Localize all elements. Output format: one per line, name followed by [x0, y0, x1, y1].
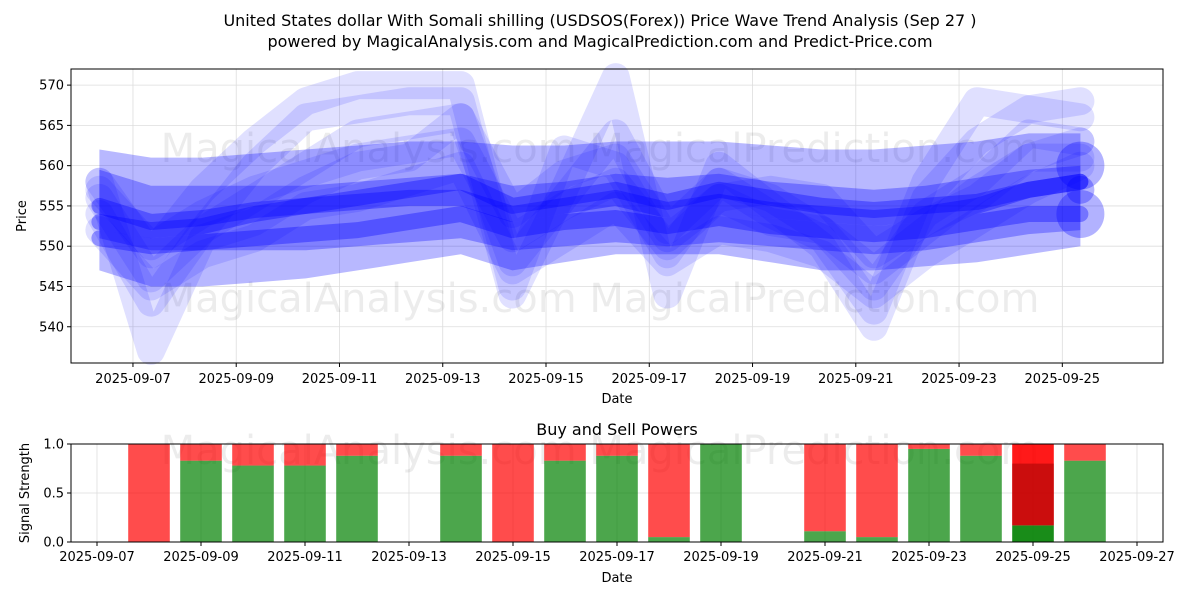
sell-bar [440, 444, 482, 456]
y-tick-label: 565 [39, 119, 64, 134]
sell-bar [804, 444, 846, 532]
x-tick-label: 2025-09-09 [198, 372, 274, 387]
x-tick-label: 2025-09-13 [405, 372, 481, 387]
price-x-axis-label: Date [601, 392, 632, 407]
wave-end-blob [1066, 175, 1095, 204]
buy-bar [284, 465, 326, 542]
buy-bar [700, 444, 742, 542]
sell-bar [1012, 444, 1054, 526]
sell-bar [960, 444, 1002, 456]
x-tick-label: 2025-09-19 [715, 372, 791, 387]
figure-title-line2: powered by MagicalAnalysis.com and Magic… [267, 32, 932, 51]
x-tick-label: 2025-09-07 [59, 550, 135, 565]
sell-bar [180, 444, 222, 461]
wave-series-line [91, 173, 1089, 239]
y-tick-label: 0.0 [43, 536, 64, 551]
sell-bar [596, 444, 638, 456]
sell-bar [856, 444, 898, 538]
sell-bar [336, 444, 378, 456]
sell-bar-overlay [1012, 463, 1054, 526]
sell-bar [908, 444, 950, 449]
x-tick-label: 2025-09-07 [95, 372, 171, 387]
price-y-ticks: 540 545 550 555 560 565 570 [39, 79, 71, 335]
sell-bar [128, 444, 170, 542]
sell-bar [648, 444, 690, 538]
y-tick-label: 0.5 [43, 487, 64, 502]
sell-bar [284, 444, 326, 466]
signal-y-axis-label: Signal Strength [18, 443, 33, 543]
figure-title-line1: United States dollar With Somali shillin… [223, 11, 976, 30]
sell-bar [544, 444, 586, 461]
wave-series-line [85, 151, 1095, 309]
y-tick-label: 550 [39, 240, 64, 255]
wave-series-line [91, 173, 1089, 230]
price-waves [85, 63, 1105, 365]
wave-band [99, 165, 1081, 255]
y-tick-label: 570 [39, 79, 64, 94]
watermark-bottom: MagicalAnalysis.com MagicalPrediction.co… [161, 276, 1040, 322]
x-tick-label: 2025-09-17 [611, 372, 687, 387]
price-chart-frame [70, 68, 1164, 364]
price-y-axis-label: Price [15, 200, 30, 232]
x-tick-label: 2025-09-15 [475, 550, 551, 565]
sell-bar [232, 444, 274, 466]
wave-end-blob [1056, 189, 1105, 238]
signal-x-ticks: 2025-09-07 2025-09-09 2025-09-11 2025-09-13… [59, 542, 1175, 565]
y-tick-label: 540 [39, 320, 64, 335]
x-tick-label: 2025-09-21 [787, 550, 863, 565]
wave-series-line [85, 103, 1095, 317]
sell-bar [1064, 444, 1106, 461]
x-tick-label: 2025-09-17 [579, 550, 655, 565]
x-tick-label: 2025-09-09 [163, 550, 239, 565]
price-chart-grid [71, 69, 1163, 363]
price-chart-plot-area [71, 69, 1163, 363]
y-tick-label: 1.0 [43, 438, 64, 453]
x-tick-label: 2025-09-23 [921, 372, 997, 387]
wave-series-line [85, 103, 1095, 365]
y-tick-label: 545 [39, 280, 64, 295]
price-x-ticks: 2025-09-07 2025-09-09 2025-09-11 2025-09-13… [95, 363, 1100, 387]
buy-bar [960, 455, 1002, 542]
buy-bar [180, 460, 222, 542]
x-tick-label: 2025-09-19 [683, 550, 759, 565]
wave-band [99, 133, 1081, 287]
buy-bar [856, 537, 898, 542]
y-tick-label: 555 [39, 199, 64, 214]
wave-end-blob [1056, 141, 1105, 190]
x-tick-label: 2025-09-11 [302, 372, 378, 387]
wave-series-line [85, 127, 1095, 285]
signal-y-ticks: 0.0 0.5 1.0 [43, 438, 71, 551]
wave-series-line [91, 206, 1089, 255]
y-tick-label: 560 [39, 159, 64, 174]
x-tick-label: 2025-09-13 [371, 550, 447, 565]
x-tick-label: 2025-09-11 [267, 550, 343, 565]
signal-chart-title: Buy and Sell Powers [536, 420, 698, 439]
buy-bar [336, 455, 378, 542]
buy-bar [440, 455, 482, 542]
x-tick-label: 2025-09-25 [995, 550, 1071, 565]
x-tick-label: 2025-09-25 [1025, 372, 1101, 387]
x-tick-label: 2025-09-27 [1099, 550, 1175, 565]
buy-bar [648, 537, 690, 542]
sell-bar [492, 444, 534, 542]
x-tick-label: 2025-09-15 [508, 372, 584, 387]
x-tick-label: 2025-09-21 [818, 372, 894, 387]
buy-bar [232, 465, 274, 542]
signal-bars [128, 444, 1106, 542]
wave-series-line [85, 71, 1095, 325]
buy-bar [1064, 460, 1106, 542]
buy-bar [804, 531, 846, 542]
signal-chart: Buy and Sell Powers MagicalAnalysis.com … [18, 420, 1175, 586]
wave-series-line [85, 63, 1095, 341]
buy-bar [1012, 525, 1054, 542]
buy-bar [544, 460, 586, 542]
x-tick-label: 2025-09-23 [891, 550, 967, 565]
buy-bar [596, 455, 638, 542]
buy-bar [908, 448, 950, 542]
price-chart: MagicalAnalysis.com MagicalPrediction.co… [15, 63, 1164, 407]
signal-x-axis-label: Date [601, 571, 632, 586]
watermark-top: MagicalAnalysis.com MagicalPrediction.co… [161, 126, 1040, 172]
